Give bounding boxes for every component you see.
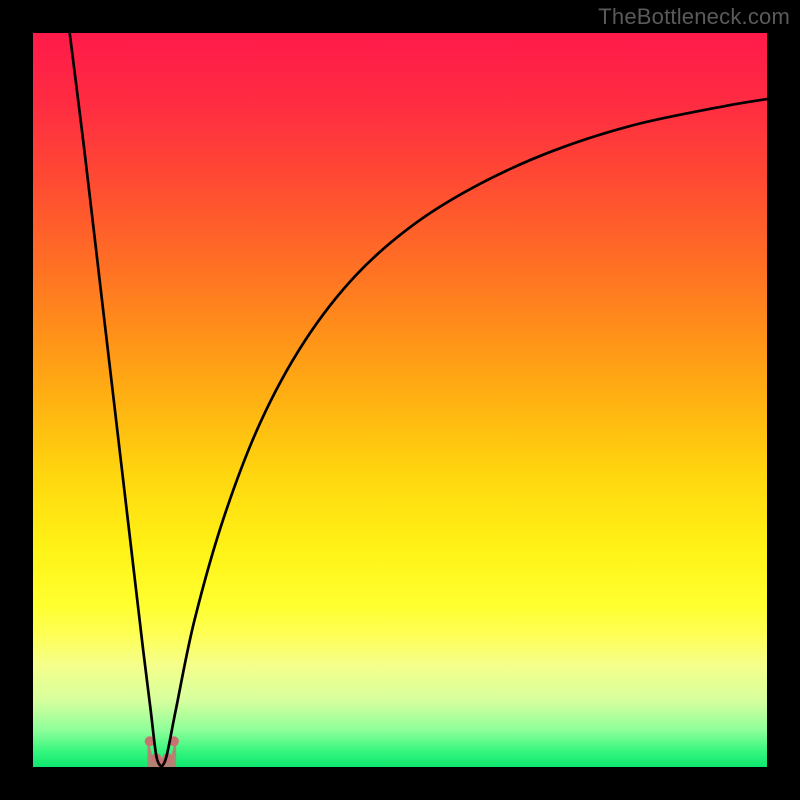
chart-container: TheBottleneck.com — [0, 0, 800, 800]
watermark-text: TheBottleneck.com — [598, 4, 790, 30]
chart-svg — [0, 0, 800, 800]
